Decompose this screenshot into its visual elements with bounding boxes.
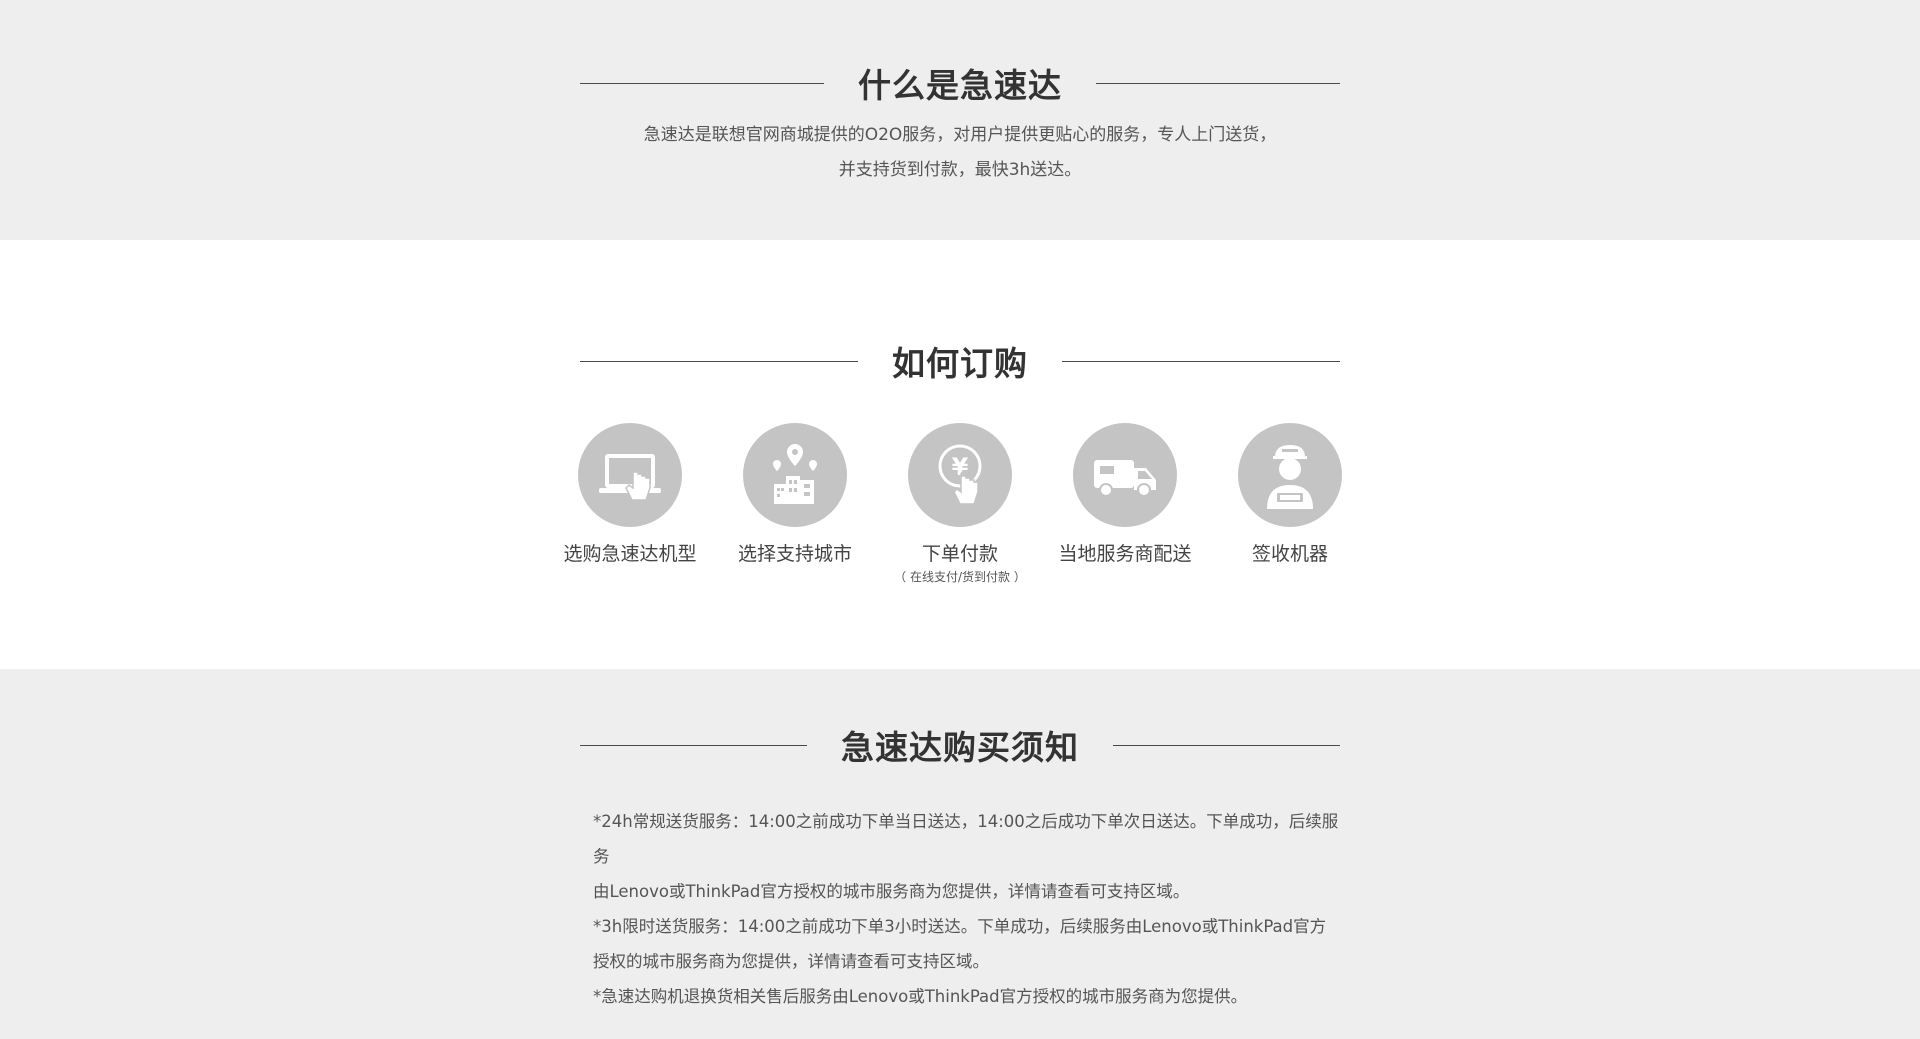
step-label: 选择支持城市 xyxy=(737,543,852,565)
title-divider-left xyxy=(580,82,824,84)
purchase-notice-section: 急速达购买须知 *24h常规送货服务：14:00之前成功下单当日送达，14:00… xyxy=(0,669,1920,1039)
notice-line: *急速达购机退换货相关售后服务由Lenovo或ThinkPad官方授权的城市服务… xyxy=(593,987,1248,1006)
step-pay: ¥ 下单付款 （ 在线支付/货到付款 ） xyxy=(878,423,1042,585)
notice-line: 由Lenovo或ThinkPad官方授权的城市服务商为您提供，详情请查看可支持区… xyxy=(593,882,1190,901)
step-local-delivery: 当地服务商配送 xyxy=(1043,423,1207,585)
title-divider-right xyxy=(1113,744,1340,746)
step-label: 下单付款 xyxy=(921,543,998,565)
courier-person-icon xyxy=(1238,423,1342,527)
step-sign-receipt: 签收机器 xyxy=(1208,423,1372,585)
step-label: 选购急速达机型 xyxy=(563,543,697,565)
intro-description: 急速达是联想官网商城提供的O2O服务，对用户提供更贴心的服务，专人上门送货， 并… xyxy=(560,118,1360,188)
title-divider-left xyxy=(580,744,807,746)
notice-line: 授权的城市服务商为您提供，详情请查看可支持区域。 xyxy=(593,952,989,971)
how-to-order-section: 如何订购 选购急速达机型 xyxy=(0,240,1920,669)
city-location-icon xyxy=(743,423,847,527)
notice-line: *24h常规送货服务：14:00之前成功下单当日送达，14:00之后成功下单次日… xyxy=(593,812,1339,866)
tablet-touch-icon xyxy=(578,423,682,527)
step-label: 签收机器 xyxy=(1251,543,1328,565)
notice-line: *3h限时送货服务：14:00之前成功下单3小时送达。下单成功，后续服务由Len… xyxy=(593,917,1327,936)
intro-title: 什么是急速达 xyxy=(858,66,1062,105)
payment-method-note: （ 在线支付/货到付款 ） xyxy=(894,570,1026,584)
notice-title: 急速达购买须知 xyxy=(841,728,1079,767)
notice-title-row: 急速达购买须知 xyxy=(580,723,1340,767)
title-divider-right xyxy=(1062,360,1340,362)
step-label: 当地服务商配送 xyxy=(1058,543,1192,565)
intro-title-row: 什么是急速达 xyxy=(580,61,1340,105)
how-title-row: 如何订购 xyxy=(580,339,1340,383)
intro-desc-line-1: 急速达是联想官网商城提供的O2O服务，对用户提供更贴心的服务，专人上门送货， xyxy=(643,125,1277,145)
yuan-coin-touch-icon: ¥ xyxy=(908,423,1012,527)
step-choose-model: 选购急速达机型 xyxy=(548,423,712,585)
delivery-truck-icon xyxy=(1073,423,1177,527)
intro-section: 什么是急速达 急速达是联想官网商城提供的O2O服务，对用户提供更贴心的服务，专人… xyxy=(0,0,1920,240)
svg-text:¥: ¥ xyxy=(952,453,969,481)
step-choose-city: 选择支持城市 xyxy=(713,423,877,585)
order-steps: 选购急速达机型 xyxy=(548,423,1372,585)
title-divider-right xyxy=(1096,82,1340,84)
title-divider-left xyxy=(580,360,858,362)
how-title: 如何订购 xyxy=(892,344,1028,383)
notice-body: *24h常规送货服务：14:00之前成功下单当日送达，14:00之后成功下单次日… xyxy=(593,804,1353,1014)
intro-desc-line-2: 并支持货到付款，最快3h送达。 xyxy=(838,160,1082,180)
